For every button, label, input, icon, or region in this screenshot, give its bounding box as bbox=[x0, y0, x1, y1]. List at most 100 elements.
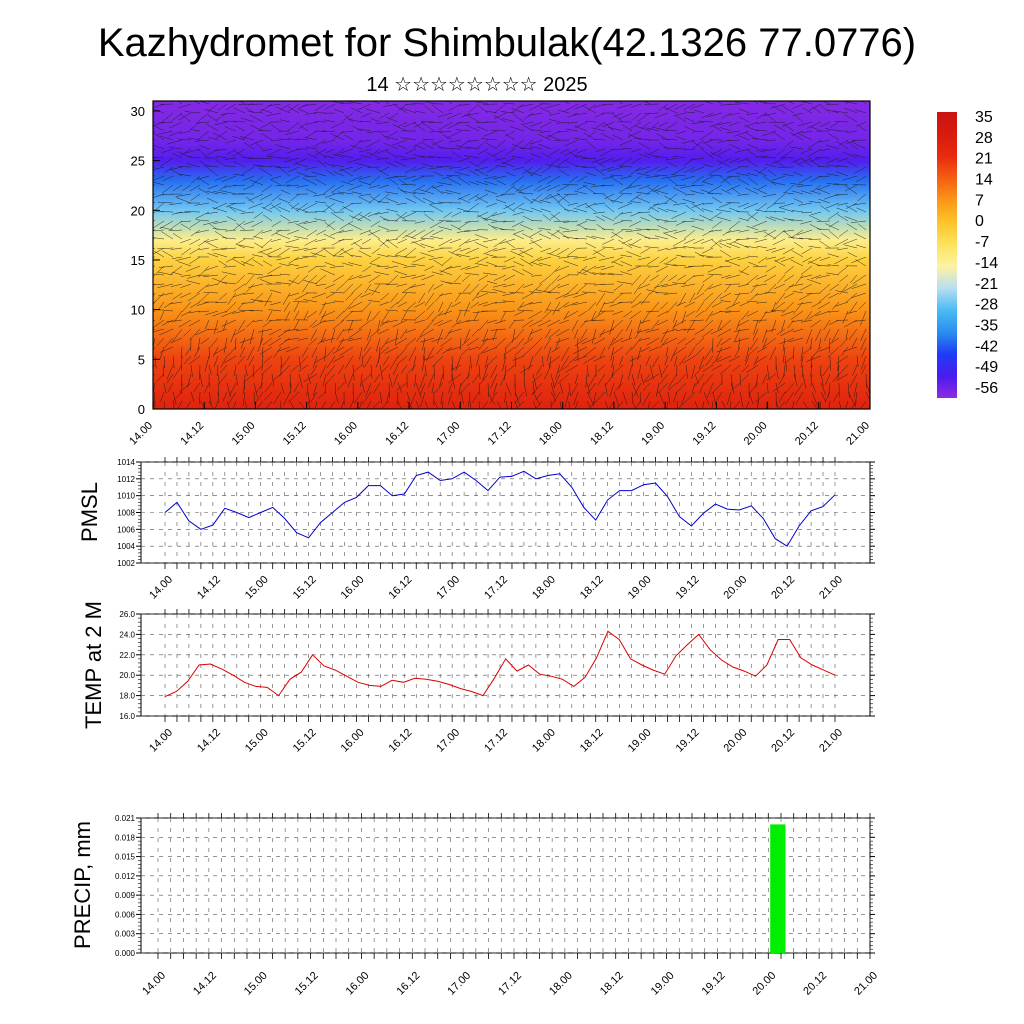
wind-barb bbox=[261, 355, 264, 371]
wind-barb bbox=[220, 112, 237, 115]
wind-barb bbox=[234, 125, 246, 132]
wind-barb bbox=[322, 139, 336, 144]
wind-barb bbox=[729, 143, 741, 150]
wind-barb bbox=[721, 400, 726, 409]
wind-barb bbox=[538, 319, 552, 327]
wind-barb bbox=[701, 319, 714, 331]
wind-barb bbox=[440, 191, 453, 195]
wind-barb bbox=[214, 148, 228, 151]
wind-barb bbox=[280, 355, 291, 369]
wind-barb bbox=[310, 328, 318, 341]
wind-barb bbox=[837, 355, 840, 372]
wind-barb bbox=[267, 247, 282, 255]
wind-barb bbox=[557, 283, 570, 289]
wind-barb bbox=[856, 244, 867, 249]
wind-barb bbox=[442, 364, 444, 380]
wind-barb bbox=[505, 241, 516, 249]
wind-barb bbox=[683, 355, 696, 364]
wind-barb bbox=[431, 382, 435, 394]
wind-barb bbox=[619, 355, 624, 366]
wind-barb bbox=[763, 337, 777, 348]
wind-barb bbox=[693, 238, 705, 244]
wind-barb bbox=[305, 146, 318, 150]
wind-barb bbox=[446, 175, 462, 177]
wind-barb bbox=[806, 278, 822, 285]
wind-barb bbox=[392, 364, 399, 376]
wind-barb bbox=[470, 301, 480, 309]
wind-barb bbox=[208, 364, 212, 375]
wind-barb bbox=[630, 292, 642, 304]
wind-barb bbox=[645, 373, 660, 382]
wind-barb bbox=[708, 211, 723, 221]
wind-barb bbox=[691, 121, 705, 125]
wind-barb bbox=[719, 175, 732, 186]
wind-barb bbox=[178, 112, 192, 121]
wind-barb bbox=[748, 261, 759, 267]
wind-barb bbox=[640, 346, 651, 353]
wind-barb bbox=[699, 130, 714, 141]
wind-barb bbox=[458, 103, 471, 106]
wind-barb bbox=[575, 283, 588, 294]
wind-barb bbox=[451, 355, 454, 371]
wind-barb bbox=[185, 346, 192, 356]
wind-barb bbox=[593, 249, 606, 258]
wind-barb bbox=[664, 195, 678, 204]
wind-barb bbox=[741, 364, 750, 373]
wind-barb bbox=[799, 292, 813, 301]
wind-barb bbox=[660, 328, 669, 343]
wind-barb bbox=[826, 272, 840, 276]
wind-barb bbox=[196, 283, 210, 294]
wind-barb bbox=[776, 274, 786, 284]
wind-barb bbox=[387, 255, 399, 258]
wind-barb bbox=[710, 328, 723, 335]
x-tick-label: 17.12 bbox=[482, 727, 510, 755]
x-tick-label: 20.00 bbox=[721, 727, 749, 755]
wind-barb bbox=[496, 400, 502, 409]
wind-barb bbox=[323, 119, 336, 123]
wind-barb bbox=[520, 258, 534, 267]
wind-barb bbox=[657, 225, 669, 231]
wind-barb bbox=[601, 228, 615, 231]
x-tick-label: 16.12 bbox=[386, 727, 414, 755]
wind-barb bbox=[222, 237, 237, 240]
wind-barb bbox=[801, 364, 804, 378]
wind-barb bbox=[518, 247, 534, 255]
wind-barb bbox=[563, 260, 579, 267]
wind-barb bbox=[670, 346, 678, 362]
wind-barb bbox=[439, 292, 453, 296]
wind-barb bbox=[691, 175, 705, 185]
wind-barb bbox=[631, 301, 642, 308]
wind-barb bbox=[604, 400, 609, 409]
wind-barb bbox=[170, 265, 183, 275]
wind-barb bbox=[762, 337, 768, 350]
wind-barb bbox=[337, 191, 354, 195]
wind-barb bbox=[323, 233, 336, 240]
wind-barb bbox=[808, 261, 822, 267]
precip-grid bbox=[141, 817, 871, 954]
wind-barb bbox=[208, 400, 214, 409]
wind-barb bbox=[778, 373, 786, 385]
wind-barb bbox=[397, 187, 408, 195]
wind-barb bbox=[431, 141, 444, 150]
wind-barb bbox=[251, 254, 264, 258]
wind-barb bbox=[695, 310, 705, 318]
wind-barb bbox=[564, 391, 570, 408]
wind-barb bbox=[557, 274, 570, 281]
wind-barb bbox=[602, 238, 615, 245]
wind-barb bbox=[420, 252, 435, 258]
wind-barb bbox=[677, 274, 687, 281]
wind-barb bbox=[153, 292, 165, 304]
wind-barb bbox=[422, 142, 435, 150]
wind-barb bbox=[585, 120, 597, 123]
wind-barb bbox=[362, 346, 372, 358]
wind-barb bbox=[199, 400, 206, 409]
wind-barb bbox=[371, 247, 381, 255]
wind-barb bbox=[746, 364, 759, 373]
wind-barb bbox=[257, 337, 264, 352]
wind-barb bbox=[542, 310, 552, 320]
wind-barb bbox=[794, 382, 804, 396]
wind-barb bbox=[490, 328, 507, 331]
wind-barb bbox=[576, 220, 588, 227]
wind-barb bbox=[594, 265, 606, 269]
